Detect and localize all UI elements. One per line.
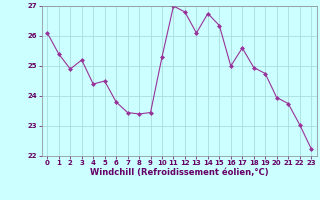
X-axis label: Windchill (Refroidissement éolien,°C): Windchill (Refroidissement éolien,°C) xyxy=(90,168,268,177)
